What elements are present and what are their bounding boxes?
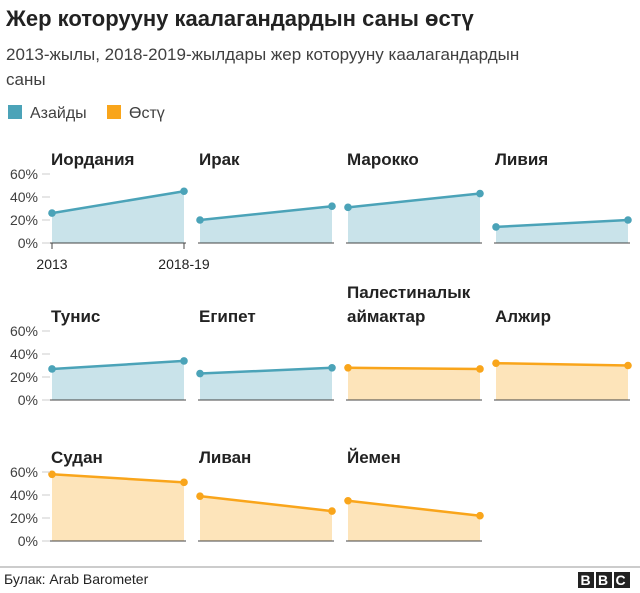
y-tick-label: 20% bbox=[10, 212, 38, 228]
panel-title: Ирак bbox=[199, 150, 240, 169]
subtitle: 2013-жылы, 2018-2019-жылдары жер которуу… bbox=[6, 45, 520, 89]
logo-box bbox=[614, 572, 630, 588]
y-tick-label: 40% bbox=[10, 346, 38, 362]
point bbox=[180, 478, 188, 487]
area bbox=[348, 367, 480, 400]
line bbox=[199, 204, 333, 222]
point bbox=[492, 359, 500, 368]
point bbox=[344, 496, 352, 505]
point bbox=[48, 209, 56, 217]
panel-title: Судан bbox=[51, 448, 103, 467]
legend-label: Азайды bbox=[30, 105, 87, 122]
logo-box bbox=[596, 572, 612, 588]
point bbox=[328, 364, 336, 372]
source: Булак: Arab Barometer bbox=[4, 571, 149, 587]
point bbox=[624, 216, 632, 224]
line bbox=[347, 366, 481, 371]
area bbox=[496, 363, 628, 400]
area bbox=[52, 360, 184, 400]
legend-label: Өстү bbox=[129, 105, 165, 122]
logo: BBC bbox=[581, 572, 634, 588]
point bbox=[476, 189, 484, 198]
y-tick-label: 60% bbox=[10, 464, 38, 480]
y-tick-label: 40% bbox=[10, 189, 38, 205]
title: Жер которууну каалагандардын саны өстү bbox=[6, 6, 474, 31]
area bbox=[200, 367, 332, 400]
y-tick-label: 0% bbox=[18, 235, 38, 251]
area bbox=[52, 191, 184, 243]
panel-title: Ливия bbox=[495, 150, 549, 169]
y-tick-label: 20% bbox=[10, 369, 38, 385]
panel-title: Алжир bbox=[495, 307, 551, 326]
point bbox=[48, 470, 56, 479]
point bbox=[344, 364, 352, 372]
point bbox=[344, 203, 352, 212]
area bbox=[200, 496, 332, 541]
line bbox=[347, 192, 481, 209]
panel-title: Марокко bbox=[347, 150, 419, 169]
y-tick-label: 60% bbox=[10, 323, 38, 339]
point bbox=[476, 511, 484, 520]
legend-swatch bbox=[8, 105, 22, 119]
legend-swatch bbox=[107, 105, 121, 119]
point bbox=[492, 223, 500, 231]
point bbox=[476, 365, 484, 373]
area bbox=[52, 474, 184, 541]
line bbox=[495, 361, 629, 367]
point bbox=[48, 365, 56, 373]
point bbox=[196, 369, 204, 378]
point bbox=[328, 507, 336, 515]
point bbox=[180, 357, 188, 365]
panel-title: Палестиналык аймактар bbox=[347, 283, 471, 326]
panel-title: Иордания bbox=[51, 150, 135, 169]
logo-box bbox=[578, 572, 594, 588]
line bbox=[51, 473, 185, 484]
point bbox=[180, 187, 188, 196]
point bbox=[196, 216, 204, 224]
panel-title: Йемен bbox=[347, 448, 401, 467]
y-tick-label: 40% bbox=[10, 487, 38, 503]
line bbox=[347, 499, 481, 517]
line bbox=[51, 190, 185, 215]
panel-title: Египет bbox=[199, 307, 256, 326]
y-tick-label: 0% bbox=[18, 392, 38, 408]
line bbox=[199, 366, 333, 375]
y-tick-label: 20% bbox=[10, 510, 38, 526]
x-tick-label: 2018-19 bbox=[158, 256, 210, 272]
point bbox=[328, 202, 336, 210]
line bbox=[199, 494, 333, 513]
line bbox=[51, 359, 185, 371]
area bbox=[348, 193, 480, 243]
panel-title: Тунис bbox=[51, 307, 101, 326]
area bbox=[348, 500, 480, 541]
point bbox=[624, 361, 632, 370]
y-tick-label: 0% bbox=[18, 533, 38, 549]
point bbox=[196, 492, 204, 500]
panel-title: Ливан bbox=[199, 448, 252, 467]
line bbox=[495, 218, 629, 229]
y-tick-label: 60% bbox=[10, 166, 38, 182]
area bbox=[200, 206, 332, 243]
x-tick-label: 2013 bbox=[36, 256, 67, 272]
